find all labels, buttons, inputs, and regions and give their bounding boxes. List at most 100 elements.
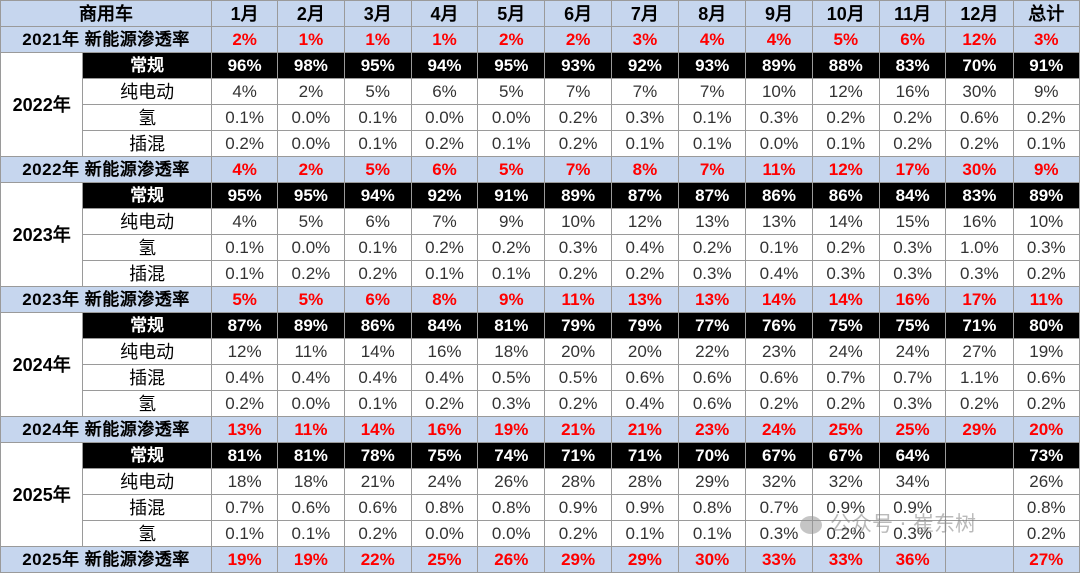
year-label: 2025年 [0,442,84,547]
energy-type-label: 氢 [82,390,212,417]
value-cell: 75% [410,442,479,469]
value-cell: 0.0% [745,130,813,157]
value-cell: 71% [610,442,680,469]
value-cell: 0.2% [343,520,412,547]
value-cell: 87% [678,182,747,209]
penetration-row: 2023年 新能源渗透率 5% 5% 6% 8% 9% 11% 13% 13% 14% 14% 16%… [0,286,1080,313]
value-cell: 0.1% [678,130,747,157]
value-cell: 94% [343,182,412,209]
header-month: 6月 [544,0,612,27]
value-cell: 12% [945,26,1014,53]
value-cell: 12% [210,338,279,365]
value-cell: 1.0% [945,234,1014,261]
value-cell: 0.0% [277,130,345,157]
value-cell: 0.2% [811,234,880,261]
value-cell: 0.2% [477,234,546,261]
value-cell: 0.0% [277,390,345,417]
value-cell: 18% [277,468,345,495]
value-cell: 14% [811,286,880,313]
value-cell: 21% [610,416,680,443]
value-cell: 0.2% [210,390,279,417]
energy-type-label: 氢 [82,104,212,131]
value-cell [945,494,1014,521]
value-cell: 0.3% [745,520,813,547]
value-cell: 16% [878,286,947,313]
value-cell: 0.1% [210,104,279,131]
value-cell: 6% [878,26,947,53]
energy-type-row: 插混 0.4% 0.4% 0.4% 0.4% 0.5% 0.5% 0.6% 0.6% 0.6% 0.… [1,364,1080,391]
energy-type-row: 氢 0.1% 0.0% 0.1% 0.0% 0.0% 0.2% 0.3% 0.1% 0.3% 0.2… [1,104,1080,131]
value-cell: 0.6% [343,494,412,521]
total-cell: 0.6% [1012,364,1080,391]
value-cell [945,468,1014,495]
header-month: 2月 [277,0,345,27]
value-cell: 0.4% [745,260,813,287]
value-cell: 74% [477,442,546,469]
value-cell: 81% [277,442,345,469]
value-cell: 5% [811,26,880,53]
value-cell: 95% [343,52,412,79]
total-cell: 10% [1012,208,1080,235]
value-cell: 20% [610,338,680,365]
value-cell: 92% [610,52,680,79]
value-cell: 0.2% [410,390,479,417]
value-cell: 89% [544,182,612,209]
value-cell: 0.1% [343,130,412,157]
value-cell: 9% [477,286,546,313]
penetration-row: 2025年 新能源渗透率 19% 19% 22% 25% 26% 29% 29% 30% 33% 3… [0,546,1080,573]
value-cell: 23% [678,416,747,443]
total-cell: 80% [1012,312,1080,339]
value-cell: 0.1% [210,234,279,261]
energy-type-label: 纯电动 [82,78,212,105]
value-cell: 0.3% [878,260,947,287]
value-cell: 17% [945,286,1014,313]
value-cell: 0.3% [477,390,546,417]
conventional-row: 2025年 常规 81% 81% 78% 75% 74% 71% 71% 70% 67% 67% 64%… [0,442,1080,547]
value-cell: 0.7% [745,494,813,521]
value-cell: 84% [878,182,947,209]
value-cell: 0.1% [210,520,279,547]
header-row: 商用车 1月 2月 3月 4月 5月 6月 7月 8月 9月 10月 11月 1… [0,0,1080,27]
value-cell: 0.9% [878,494,947,521]
value-cell: 0.0% [410,104,479,131]
value-cell: 8% [410,286,479,313]
value-cell: 0.0% [477,520,546,547]
header-month: 3月 [343,0,412,27]
conventional-row: 2022年 常规 96% 98% 95% 94% 95% 93% 92% 93% 89% 88% 83%… [0,52,1080,157]
value-cell: 0.0% [277,104,345,131]
value-cell: 0.3% [811,260,880,287]
value-cell: 77% [678,312,747,339]
value-cell: 0.0% [410,520,479,547]
value-cell: 70% [945,52,1014,79]
value-cell: 89% [745,52,813,79]
value-cell: 0.5% [477,364,546,391]
energy-type-label: 常规 [82,312,212,339]
value-cell: 0.0% [477,104,546,131]
value-cell: 0.1% [610,520,680,547]
value-cell: 0.4% [343,364,412,391]
value-cell: 24% [811,338,880,365]
energy-type-row: 氢 0.1% 0.1% 0.2% 0.0% 0.0% 0.2% 0.1% 0.1% 0.3% 0.2… [1,520,1080,547]
value-cell: 0.3% [878,234,947,261]
value-cell: 16% [410,416,479,443]
value-cell: 87% [210,312,279,339]
value-cell: 28% [610,468,680,495]
value-cell: 33% [745,546,813,573]
total-cell: 11% [1012,286,1080,313]
value-cell: 3% [610,26,680,53]
total-cell: 20% [1012,416,1080,443]
value-cell: 0.7% [811,364,880,391]
value-cell: 18% [477,338,546,365]
value-cell: 25% [878,416,947,443]
value-cell: 1% [277,26,345,53]
value-cell: 22% [678,338,747,365]
value-cell: 0.6% [945,104,1014,131]
energy-type-label: 纯电动 [82,468,212,495]
value-cell [945,442,1014,469]
value-cell: 5% [477,156,546,183]
value-cell: 1.1% [945,364,1014,391]
value-cell: 0.1% [210,260,279,287]
value-cell: 0.2% [811,390,880,417]
